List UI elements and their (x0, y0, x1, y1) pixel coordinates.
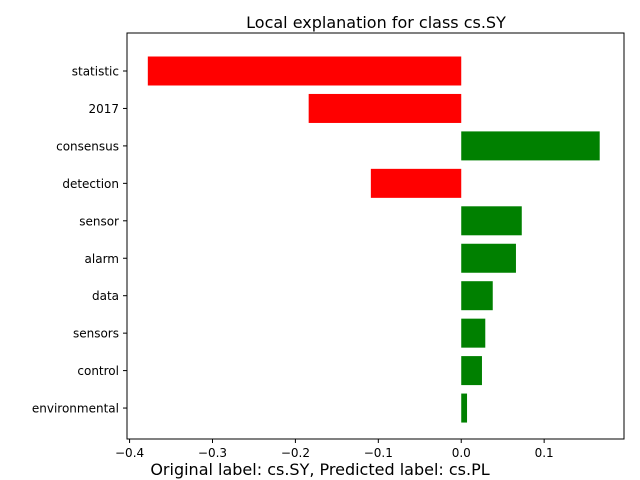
bar-statistic (147, 56, 462, 86)
x-tick-label: −0.2 (281, 446, 310, 460)
bar-environmental (461, 393, 468, 423)
bar-consensus (461, 131, 600, 161)
bar-alarm (461, 243, 516, 273)
chart-title: Local explanation for class cs.SY (246, 13, 506, 32)
bar-data (461, 281, 493, 311)
bar-sensor (461, 206, 522, 236)
y-tick-label-sensor: sensor (79, 214, 119, 228)
x-tick-label: 0.1 (535, 446, 554, 460)
y-tick-label-environmental: environmental (32, 402, 119, 416)
y-tick-label-statistic: statistic (72, 65, 119, 79)
x-tick-label: −0.1 (364, 446, 393, 460)
y-tick-labels: statistic 2017 consensus detection sensor ala… (32, 65, 127, 416)
y-tick-label-consensus: consensus (56, 139, 119, 153)
y-tick-label-data: data (92, 289, 119, 303)
x-tick-label: −0.4 (115, 446, 144, 460)
bars-group (147, 56, 600, 423)
y-tick-label-sensors: sensors (73, 327, 119, 341)
bar-2017 (308, 93, 462, 123)
y-tick-label-control: control (77, 364, 119, 378)
bar-control (461, 356, 482, 386)
x-axis: −0.4 −0.3 −0.2 −0.1 0.0 0.1 (115, 439, 554, 460)
x-tick-label: −0.3 (198, 446, 227, 460)
y-tick-label-2017: 2017 (88, 102, 119, 116)
y-tick-label-alarm: alarm (85, 252, 119, 266)
chart-caption: Original label: cs.SY, Predicted label: … (150, 460, 489, 479)
x-tick-label: 0.0 (452, 446, 471, 460)
y-tick-label-detection: detection (62, 177, 119, 191)
plot-frame (126, 32, 625, 440)
bar-sensors (461, 318, 486, 348)
bar-detection (370, 168, 462, 198)
